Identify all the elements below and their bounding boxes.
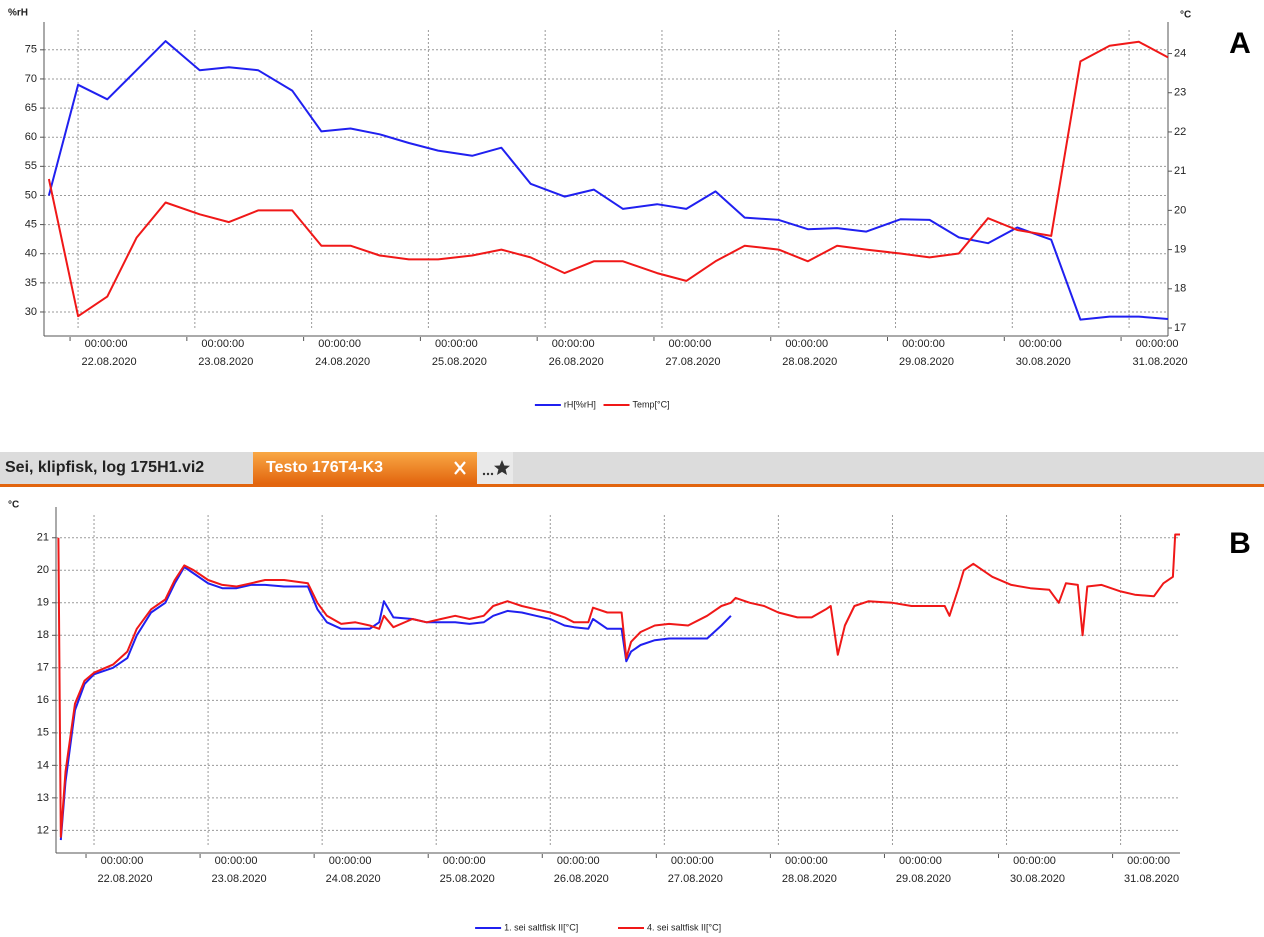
y-tick-label: 70 [25,73,37,85]
y2-tick-label: 22 [1174,126,1186,138]
x-tick-label: 00:00:00 [215,855,258,867]
tab-underline [0,484,1264,487]
x-tick-label: 29.08.2020 [899,356,954,368]
x-tick-label: 00:00:00 [1019,338,1062,350]
x-tick-label: 00:00:00 [443,855,486,867]
y-tick-label: 17 [37,662,49,674]
y-tick-label: 19 [37,597,49,609]
y-tick-label: 75 [25,44,37,56]
y-tick-label: 35 [25,277,37,289]
y-tick-label: 16 [37,694,49,706]
x-tick-label: 25.08.2020 [432,356,487,368]
y-tick-label: 50 [25,189,37,201]
y-tick-label: 30 [25,306,37,318]
x-tick-label: 00:00:00 [435,338,478,350]
x-tick-label: 28.08.2020 [782,356,837,368]
y2-axis-label: °C [1180,10,1191,21]
y-tick-label: 12 [37,824,49,836]
x-tick-label: 00:00:00 [671,855,714,867]
y-axis-label: %rH [8,8,28,19]
panel-label: A [1229,27,1251,60]
tab[interactable]: Testo 176T4-K3 [266,459,383,476]
close-icon[interactable] [454,461,466,475]
x-tick-label: 00:00:00 [318,338,361,350]
x-tick-label: 00:00:00 [669,338,712,350]
x-tick-label: 31.08.2020 [1133,356,1188,368]
data-line [59,566,732,841]
x-tick-label: 00:00:00 [85,338,128,350]
x-tick-label: 00:00:00 [1136,338,1179,350]
x-tick-label: 22.08.2020 [97,873,152,885]
panel-label: B [1229,527,1251,560]
x-tick-label: 22.08.2020 [82,356,137,368]
x-tick-label: 24.08.2020 [315,356,370,368]
x-tick-label: 26.08.2020 [549,356,604,368]
y-tick-label: 21 [37,532,49,544]
x-tick-label: 00:00:00 [1127,855,1170,867]
y2-tick-label: 19 [1174,243,1186,255]
x-tick-label: 00:00:00 [552,338,595,350]
y-tick-label: 40 [25,248,37,260]
active-tab[interactable] [253,452,477,484]
y-tick-label: 14 [37,759,49,771]
y-tick-label: 13 [37,792,49,804]
y-tick-label: 60 [25,131,37,143]
x-tick-label: 31.08.2020 [1124,873,1179,885]
x-tick-label: 00:00:00 [101,855,144,867]
y-tick-label: 65 [25,102,37,114]
tab[interactable]: Sei, klipfisk, log 175H1.vi2 [5,459,204,476]
y2-tick-label: 20 [1174,204,1186,216]
more-icon[interactable] [482,460,510,476]
x-tick-label: 27.08.2020 [665,356,720,368]
plots: A %rH °C 30 35 40 45 50 55 60 65 70 75 17 18 19 20 21 22 23… [8,8,1251,933]
y-tick-label: 18 [37,629,49,641]
x-tick-label: 25.08.2020 [440,873,495,885]
legend-label: Temp[°C] [633,399,670,409]
y2-tick-label: 18 [1174,283,1186,295]
y-tick-label: 45 [25,218,37,230]
y-tick-label: 15 [37,727,49,739]
x-tick-label: 28.08.2020 [782,873,837,885]
y-axis-label: °C [8,500,19,511]
y2-tick-label: 23 [1174,87,1186,99]
y2-tick-label: 24 [1174,47,1186,59]
legend-label: 4. sei saltfisk II[°C] [647,922,721,932]
tab-bar [0,452,1264,484]
x-tick-label: 00:00:00 [899,855,942,867]
data-line [57,533,1180,838]
x-tick-label: 24.08.2020 [326,873,381,885]
y2-tick-label: 21 [1174,165,1186,177]
x-tick-label: 23.08.2020 [212,873,267,885]
legend-label: 1. sei saltfisk II[°C] [504,922,578,932]
x-tick-label: 00:00:00 [329,855,372,867]
x-tick-label: 26.08.2020 [554,873,609,885]
y-tick-label: 20 [37,564,49,576]
y-tick-label: 55 [25,160,37,172]
x-tick-label: 00:00:00 [785,855,828,867]
x-tick-label: 29.08.2020 [896,873,951,885]
data-line [47,40,1169,318]
y2-tick-label: 17 [1174,322,1186,334]
x-tick-label: 27.08.2020 [668,873,723,885]
x-tick-label: 00:00:00 [201,338,244,350]
x-tick-label: 30.08.2020 [1016,356,1071,368]
x-tick-label: 00:00:00 [1013,855,1056,867]
x-tick-label: 23.08.2020 [198,356,253,368]
data-line [47,40,1169,321]
x-tick-label: 00:00:00 [785,338,828,350]
more-tab[interactable] [477,452,513,484]
x-tick-label: 30.08.2020 [1010,873,1065,885]
x-tick-label: 00:00:00 [557,855,600,867]
legend-label: rH[%rH] [564,399,596,409]
x-tick-label: 00:00:00 [902,338,945,350]
